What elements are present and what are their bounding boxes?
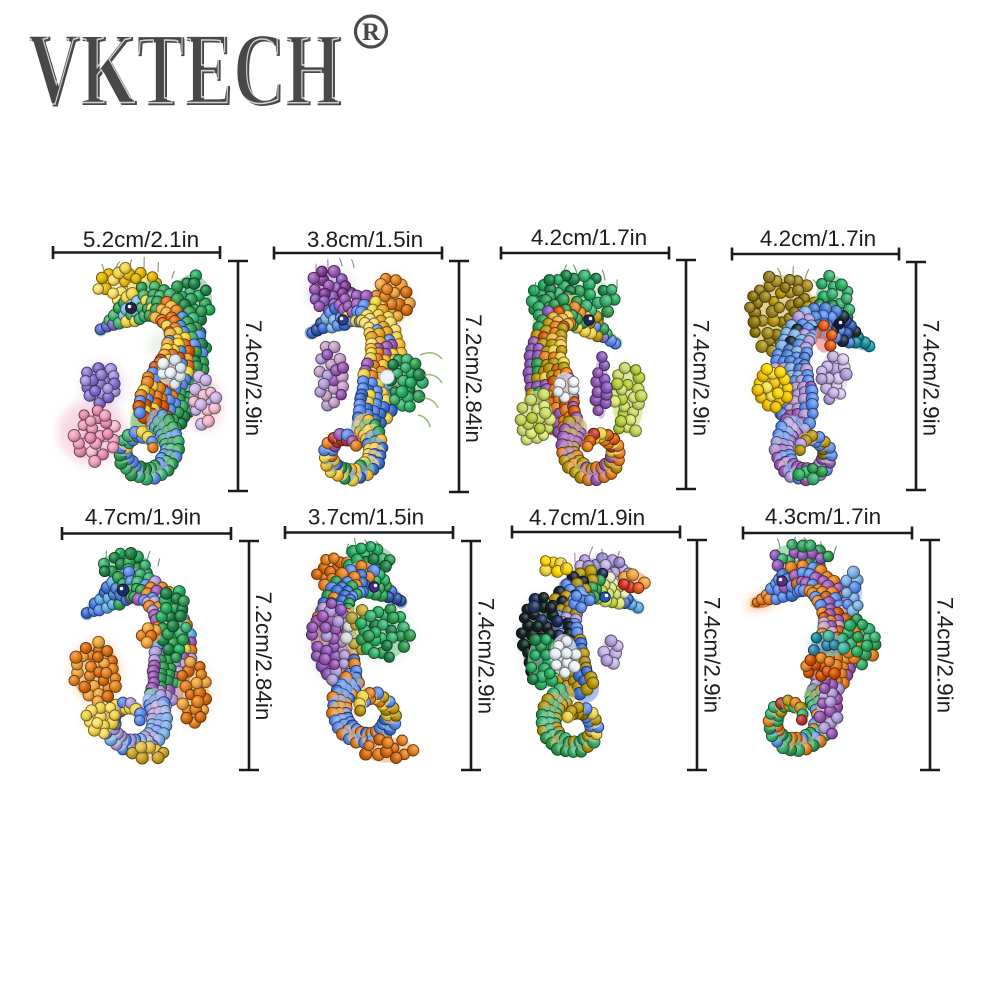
svg-text:5.2cm/2.1in: 5.2cm/2.1in: [83, 227, 199, 252]
svg-text:4.2cm/1.7in: 4.2cm/1.7in: [760, 226, 876, 251]
svg-text:7.4cm/2.9in: 7.4cm/2.9in: [241, 320, 266, 436]
svg-text:R: R: [362, 19, 381, 46]
svg-text:7.4cm/2.9in: 7.4cm/2.9in: [933, 597, 958, 713]
svg-text:7.2cm/2.84in: 7.2cm/2.84in: [251, 592, 276, 721]
svg-text:3.7cm/1.5in: 3.7cm/1.5in: [308, 505, 424, 530]
svg-text:7.4cm/2.9in: 7.4cm/2.9in: [919, 320, 944, 436]
svg-text:4.7cm/1.9in: 4.7cm/1.9in: [529, 505, 645, 530]
svg-text:VKTECH: VKTECH: [29, 13, 342, 128]
svg-text:7.4cm/2.9in: 7.4cm/2.9in: [689, 320, 714, 436]
svg-text:7.2cm/2.84in: 7.2cm/2.84in: [461, 314, 486, 443]
svg-text:7.4cm/2.9in: 7.4cm/2.9in: [700, 597, 725, 713]
svg-text:4.7cm/1.9in: 4.7cm/1.9in: [85, 505, 201, 530]
svg-text:7.4cm/2.9in: 7.4cm/2.9in: [474, 598, 499, 714]
svg-text:4.2cm/1.7in: 4.2cm/1.7in: [531, 225, 647, 250]
svg-text:4.3cm/1.7in: 4.3cm/1.7in: [765, 504, 881, 529]
svg-text:3.8cm/1.5in: 3.8cm/1.5in: [307, 227, 423, 252]
svg-text:VKTECH: VKTECH: [27, 11, 340, 126]
